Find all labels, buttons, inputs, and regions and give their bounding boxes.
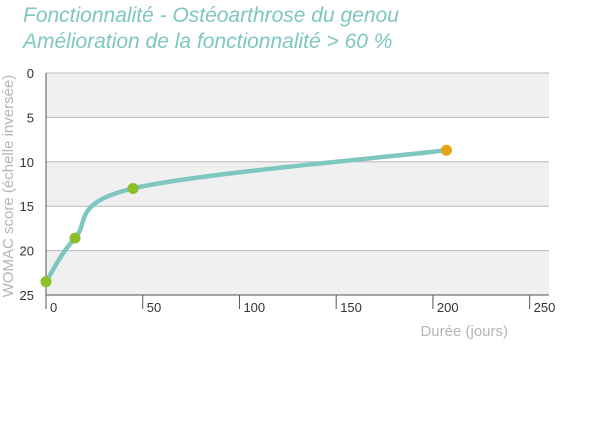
x-tick-label: 150 bbox=[340, 300, 362, 315]
series-line bbox=[43, 148, 449, 284]
y-tick-label: 10 bbox=[20, 155, 34, 170]
x-tick-label: 0 bbox=[50, 300, 57, 315]
y-tick-label: 5 bbox=[27, 110, 34, 125]
chart-subtitle: Amélioration de la fonctionnalité > 60 % bbox=[23, 30, 393, 53]
data-point bbox=[440, 144, 452, 156]
y-tick-label: 15 bbox=[20, 199, 34, 214]
y-tick-label: 20 bbox=[20, 244, 34, 259]
x-axis-title: Durée (jours) bbox=[420, 323, 508, 340]
data-point bbox=[127, 182, 139, 194]
grid-band bbox=[46, 161, 549, 207]
data-point bbox=[40, 276, 52, 288]
y-axis-title: WOMAC score (échelle inversée) bbox=[0, 75, 17, 298]
y-tick-label: 25 bbox=[20, 288, 34, 303]
x-tick-label: 250 bbox=[534, 300, 556, 315]
x-tick-label: 100 bbox=[243, 300, 265, 315]
grid-band bbox=[46, 250, 549, 295]
x-tick-label: 50 bbox=[147, 300, 161, 315]
data-point bbox=[69, 232, 81, 244]
y-tick-label: 0 bbox=[27, 66, 34, 81]
x-tick-label: 200 bbox=[437, 300, 459, 315]
title-block: Fonctionnalité - Ostéoarthrose du genou … bbox=[23, 3, 399, 55]
chart-title: Fonctionnalité - Ostéoarthrose du genou bbox=[23, 4, 399, 27]
grid-band bbox=[46, 73, 549, 118]
